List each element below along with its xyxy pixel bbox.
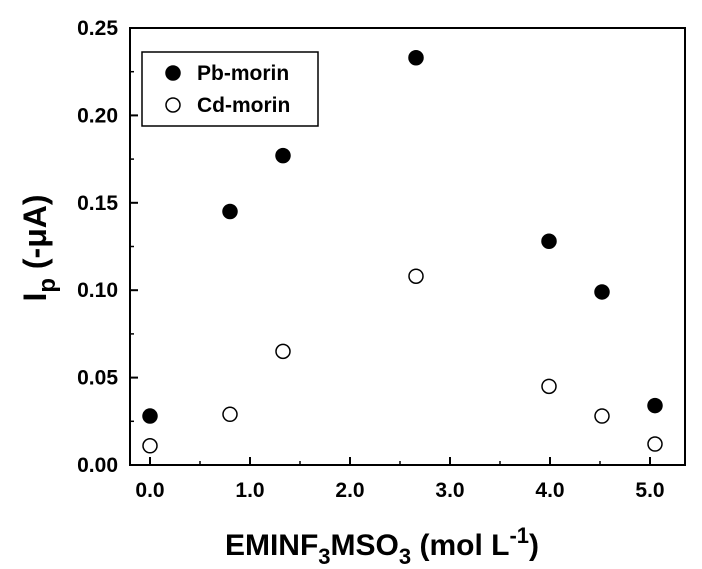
legend-marker-cd-morin xyxy=(165,97,181,113)
y-tick-label: 0.10 xyxy=(77,279,118,302)
legend-box xyxy=(141,51,319,127)
legend: Pb-morin Cd-morin xyxy=(141,51,319,127)
y-tick-label: 0.05 xyxy=(77,367,118,390)
pb-morin-point xyxy=(541,233,557,250)
pb-morin-point xyxy=(594,284,610,300)
x-axis-title-close: ) xyxy=(529,529,539,562)
x-axis: 0.0 1.0 2.0 3.0 4.0 5.0 xyxy=(135,457,665,502)
x-tick-label: 2.0 xyxy=(335,479,364,502)
y-axis-title-main: I xyxy=(17,293,53,302)
y-axis-title: Ip (-μA) xyxy=(17,194,61,301)
pb-morin-point xyxy=(142,408,158,424)
cd-morin-point xyxy=(275,343,291,360)
cd-morin-point xyxy=(594,408,610,424)
x-axis-title-superscript: -1 xyxy=(509,523,529,548)
y-axis-title-subscript: p xyxy=(34,278,61,293)
x-tick-label: 5.0 xyxy=(635,479,664,502)
x-tick-label: 3.0 xyxy=(435,479,464,502)
cd-morin-point xyxy=(541,378,557,395)
legend-label-cd-morin: Cd-morin xyxy=(197,94,290,117)
pb-morin-point xyxy=(647,397,663,414)
x-axis-title: EMINF3MSO3 (mol L-1) xyxy=(225,523,539,569)
cd-morin-point xyxy=(142,438,158,454)
pb-morin-point xyxy=(275,147,291,164)
y-tick-label: 0.00 xyxy=(77,454,118,477)
legend-label-pb-morin: Pb-morin xyxy=(197,62,289,85)
y-tick-label: 0.20 xyxy=(77,104,118,127)
cd-morin-point xyxy=(222,406,238,423)
cd-morin-point xyxy=(647,436,663,452)
y-tick-label: 0.25 xyxy=(77,17,118,40)
x-axis-title-sub2: 3 xyxy=(399,544,411,569)
x-tick-label: 0.0 xyxy=(135,479,164,502)
x-axis-title-part1: EMINF xyxy=(225,529,318,562)
legend-marker-pb-morin xyxy=(165,65,181,81)
x-tick-label: 1.0 xyxy=(235,479,264,502)
x-tick-label: 4.0 xyxy=(535,479,564,502)
data-points xyxy=(142,49,663,454)
y-tick-label: 0.15 xyxy=(77,192,118,215)
cd-morin-point xyxy=(408,268,424,284)
x-axis-title-units: (mol L xyxy=(411,529,509,562)
pb-morin-point xyxy=(222,203,238,220)
x-axis-title-part2: MSO xyxy=(331,529,399,562)
y-axis: 0.00 0.05 0.10 0.15 0.20 0.25 xyxy=(77,17,138,477)
y-axis-title-rest: (-μA) xyxy=(17,194,53,278)
pb-morin-point xyxy=(408,49,424,66)
x-axis-title-sub1: 3 xyxy=(318,544,330,569)
